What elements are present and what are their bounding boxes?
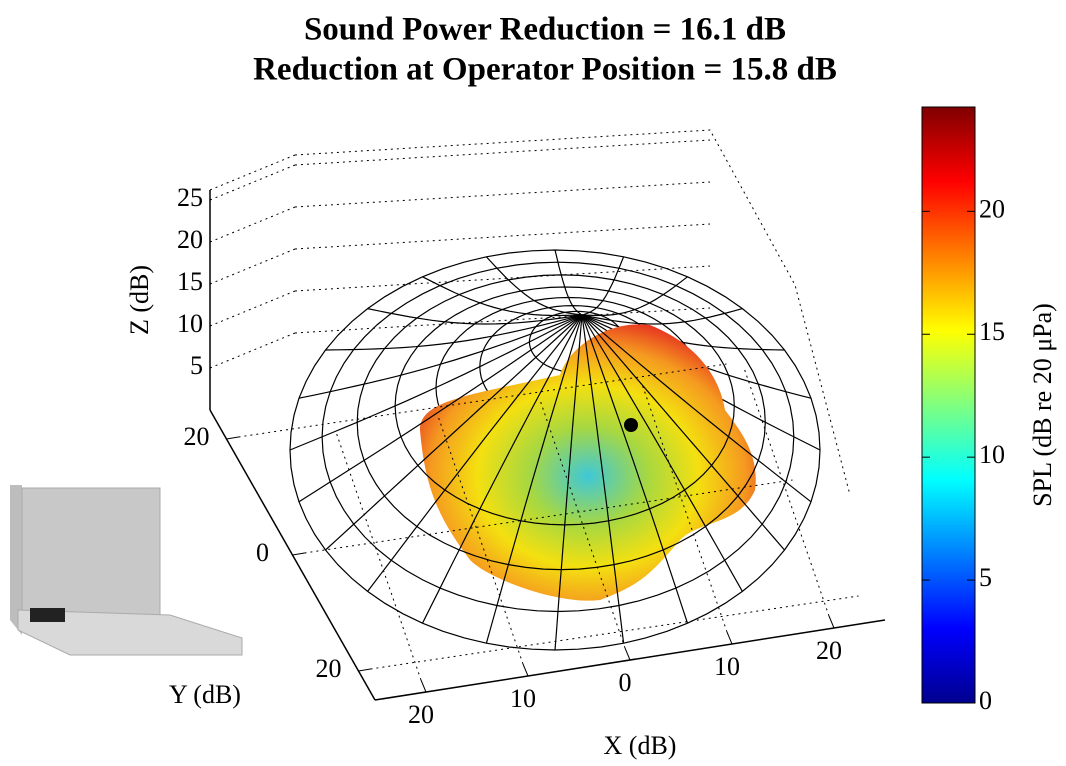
grid-line <box>209 206 296 243</box>
parallel <box>289 249 821 651</box>
z-tick-label: 5 <box>190 351 203 380</box>
grid-line <box>370 595 859 670</box>
meridian <box>421 314 583 624</box>
parallel <box>356 274 766 571</box>
colorbar-label: SPL (dB re 20 μPa) <box>1028 303 1057 507</box>
z-tick-label: 20 <box>177 225 203 254</box>
grid-line <box>335 431 422 681</box>
x-tick-label: 10 <box>714 652 740 681</box>
z-tick-label: 10 <box>177 309 203 338</box>
chart-subtitle: Reduction at Operator Position = 15.8 dB <box>253 52 837 88</box>
tick-mark <box>420 679 427 693</box>
grid-line <box>304 479 793 554</box>
y-tick-label: 0 <box>256 538 269 567</box>
meridian <box>325 314 583 551</box>
tick-mark <box>522 663 529 677</box>
colorbar-tick-label: 10 <box>979 440 1005 469</box>
grid-line <box>209 290 296 327</box>
x-tick-label: 20 <box>408 700 434 729</box>
colorbar-tick-label: 20 <box>979 194 1005 223</box>
grid-line <box>209 164 296 201</box>
meridian <box>485 314 583 644</box>
grid-line <box>209 332 296 369</box>
colorbar-tick-label: 15 <box>979 317 1005 346</box>
z-tick-label: 25 <box>177 183 203 212</box>
meridian <box>581 314 785 551</box>
tick-mark <box>358 668 371 672</box>
grid-line <box>209 248 296 285</box>
wireframe-front <box>289 249 821 651</box>
x-tick-label: 0 <box>619 668 632 697</box>
tick-mark <box>624 647 631 661</box>
grid-line <box>294 223 711 250</box>
tick-mark <box>828 615 835 629</box>
meridian <box>581 314 812 503</box>
tick-mark <box>726 631 733 645</box>
chart-title: Sound Power Reduction = 16.1 dB <box>304 12 786 48</box>
y-axis-label: Y (dB) <box>169 680 241 709</box>
grid-line <box>641 383 728 633</box>
meridian <box>581 314 743 592</box>
grid-line <box>539 399 626 649</box>
laptop-icon <box>10 485 243 656</box>
meridian <box>367 314 583 592</box>
z-tick-label: 15 <box>177 267 203 296</box>
y-tick-label: 20 <box>184 422 210 451</box>
operator-position <box>624 418 638 432</box>
grid-line <box>743 367 830 617</box>
parallel <box>321 261 795 613</box>
colorbar-tick-label: 5 <box>979 563 992 592</box>
tick-mark <box>292 552 305 556</box>
x-tick-label: 20 <box>816 636 842 665</box>
x-axis-label: X (dB) <box>604 731 677 760</box>
meridian <box>581 314 625 644</box>
colorbar <box>921 106 976 704</box>
grid-line <box>294 181 711 208</box>
parallel <box>394 286 735 526</box>
surface <box>420 324 756 601</box>
x-tick-label: 10 <box>510 684 536 713</box>
colorbar-tick-label: 0 <box>979 686 992 715</box>
tick-mark <box>226 436 239 440</box>
grid-line <box>238 363 727 438</box>
z-axis-label: Z (dB) <box>125 265 154 335</box>
grid-line <box>294 265 711 292</box>
meridian <box>554 314 583 651</box>
y-tick-label: 20 <box>316 654 342 683</box>
meridian <box>581 314 689 624</box>
grid-line <box>294 139 711 166</box>
grid-line <box>437 415 524 665</box>
meridian <box>298 314 583 503</box>
